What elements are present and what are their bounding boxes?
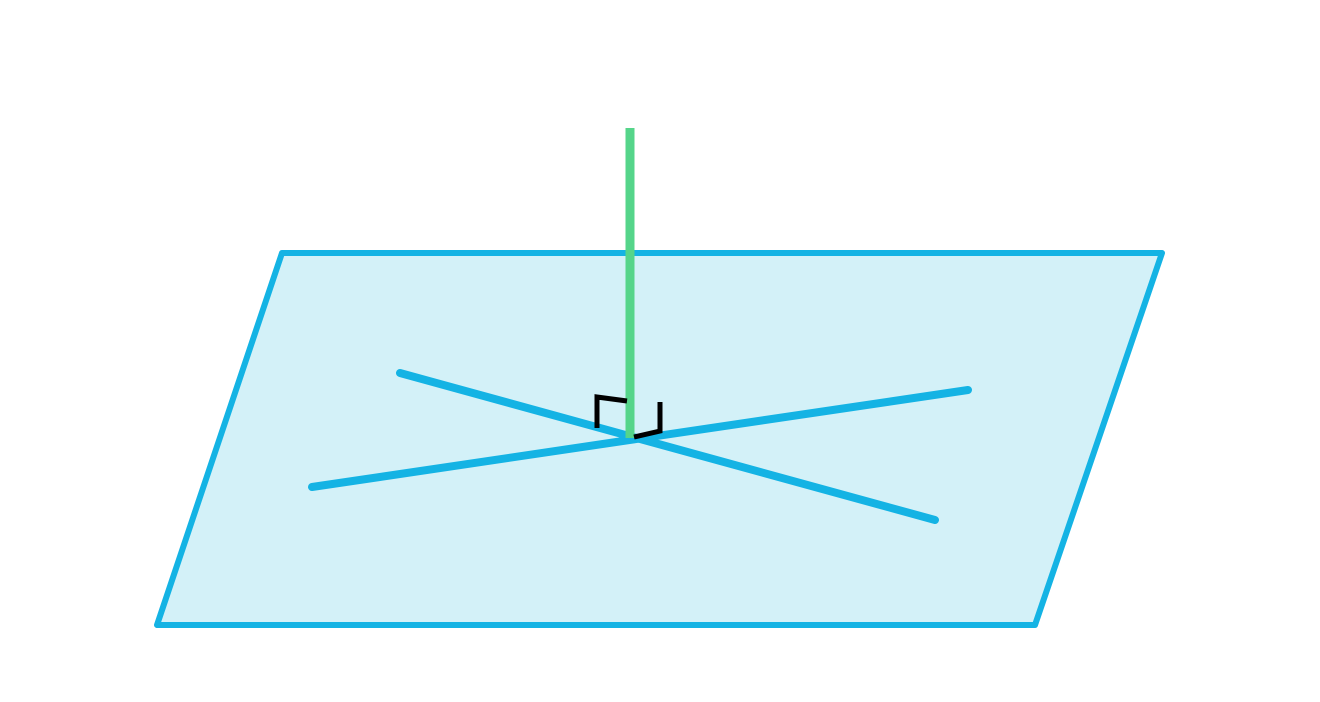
diagram-svg: [0, 0, 1320, 702]
geometric-diagram: [0, 0, 1320, 702]
